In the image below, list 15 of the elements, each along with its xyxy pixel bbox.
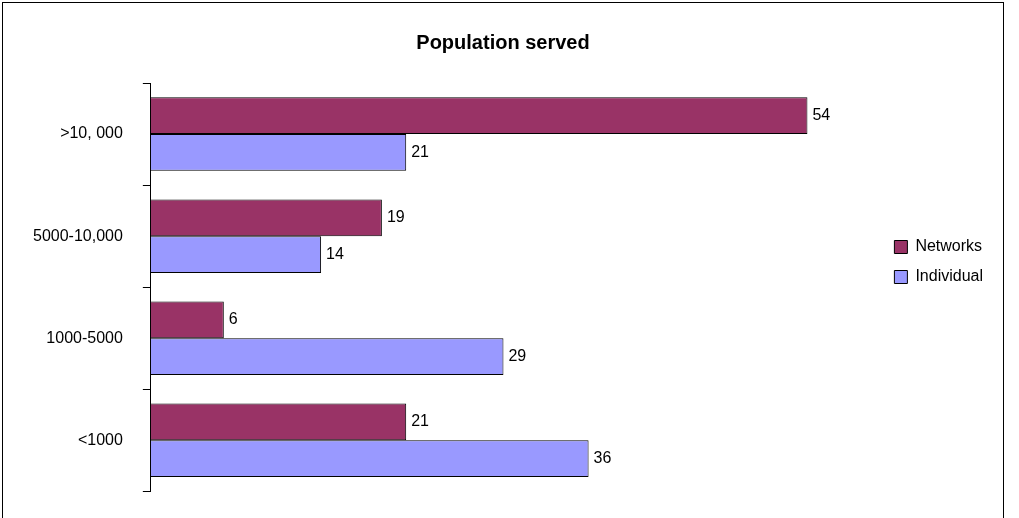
y-tick-label: >10, 000 xyxy=(60,124,123,142)
data-label: 54 xyxy=(812,106,831,124)
data-label: 6 xyxy=(228,310,238,328)
chart-title: Population served xyxy=(416,30,590,53)
y-tick-label: <1000 xyxy=(77,430,123,448)
data-label: 21 xyxy=(411,412,430,430)
y-tick-label: 5000-10,000 xyxy=(33,226,123,244)
legend-label: Networks xyxy=(915,237,983,255)
data-label: 14 xyxy=(326,244,344,262)
data-label: 19 xyxy=(386,208,405,226)
data-label: 29 xyxy=(508,347,527,365)
data-label: 36 xyxy=(593,449,612,467)
legend-label: Individual xyxy=(915,267,984,285)
y-tick-label: 1000-5000 xyxy=(46,328,123,346)
data-label: 21 xyxy=(411,142,430,160)
